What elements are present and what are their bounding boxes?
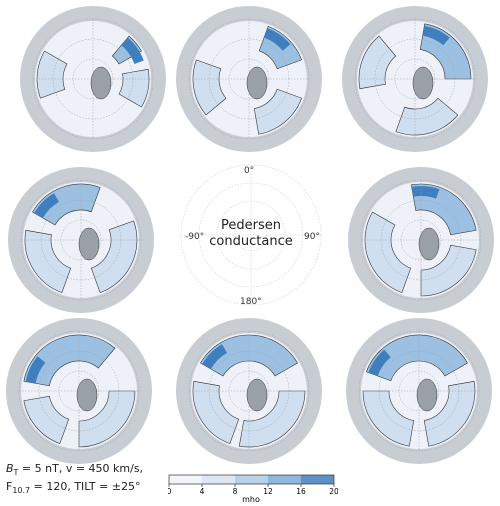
dial-middle-left xyxy=(6,165,156,315)
angle-top-label: 0° xyxy=(244,166,255,176)
conductance-band xyxy=(36,50,68,99)
conductance-band xyxy=(23,334,116,387)
colorbar-tick-label: 16 xyxy=(296,487,306,496)
conductance-band xyxy=(192,59,227,116)
parameters-text: BT = 5 nT, v = 450 km/s, F10.7 = 120, TI… xyxy=(6,462,143,498)
dial-top-right xyxy=(340,4,490,154)
low-region xyxy=(412,66,434,100)
high-conductance-patch xyxy=(121,37,144,64)
angle-right-label: 90° xyxy=(304,232,320,242)
colorbar-tick-label: 12 xyxy=(263,487,273,496)
dial-bottom-right xyxy=(344,316,494,466)
dial-bottom-center xyxy=(174,316,324,466)
conductance-band xyxy=(410,183,477,236)
dial-middle-right xyxy=(346,165,496,315)
params-line-2: F10.7 = 120, TILT = ±25° xyxy=(6,480,143,498)
conductance-band xyxy=(78,390,136,448)
conductance-band xyxy=(358,35,397,90)
grid-circle xyxy=(234,218,268,252)
conductance-band xyxy=(253,88,303,135)
f-symbol: F xyxy=(6,480,13,494)
center-title-line1: Pedersen xyxy=(221,218,281,233)
colorbar-unit: mho xyxy=(242,495,260,502)
conductance-band xyxy=(32,183,101,226)
dial-top-left xyxy=(18,4,168,154)
high-conductance-patch xyxy=(25,356,46,384)
colorbar: 0 4 8 12 16 20 mho xyxy=(167,474,339,504)
conductance-band xyxy=(423,380,476,447)
conductance-band xyxy=(23,395,70,445)
colorbar-swatch xyxy=(301,475,334,484)
colorbar-tick-label: 8 xyxy=(233,487,238,496)
high-conductance-patch xyxy=(411,186,440,199)
high-conductance-patch xyxy=(202,344,227,369)
center-title: Pedersen conductance xyxy=(201,218,301,250)
bt-symbol: B xyxy=(6,462,14,475)
colorbar-swatch xyxy=(169,475,202,484)
colorbar-swatch xyxy=(235,475,268,484)
dial-top-center xyxy=(174,4,324,154)
bt-rest: = 5 nT, v = 450 km/s, xyxy=(18,462,144,475)
angle-left-label: -90° xyxy=(185,232,205,242)
high-conductance-patch xyxy=(264,28,291,51)
dial-middle-center xyxy=(176,160,326,310)
high-conductance-patch xyxy=(34,193,59,218)
center-title-line2: conductance xyxy=(209,234,293,249)
colorbar-frame xyxy=(168,474,335,485)
low-region xyxy=(78,227,100,261)
colorbar-tick-label: 20 xyxy=(329,487,338,496)
params-line-1: BT = 5 nT, v = 450 km/s, xyxy=(6,462,143,480)
colorbar-swatch xyxy=(202,475,235,484)
f-rest: = 120, TILT = ±25° xyxy=(30,480,141,494)
dial-bottom-left xyxy=(4,316,154,466)
f-subscript: 10.7 xyxy=(12,486,31,496)
low-region xyxy=(416,378,438,412)
conductance-band xyxy=(395,97,459,136)
colorbar-svg: 0 4 8 12 16 20 mho xyxy=(167,474,339,504)
conductance-band xyxy=(192,380,240,445)
high-conductance-patch xyxy=(368,349,391,376)
colorbar-tick-label: 4 xyxy=(200,487,205,496)
conductance-band xyxy=(365,334,468,382)
bt-subscript: T xyxy=(13,468,19,478)
low-region xyxy=(246,66,268,100)
low-region xyxy=(418,227,440,261)
angle-bottom-label: 180° xyxy=(240,297,262,307)
conductance-band xyxy=(118,68,150,108)
low-region xyxy=(246,378,268,412)
low-region xyxy=(76,378,98,412)
high-conductance-patch xyxy=(422,25,450,46)
colorbar-tick-label: 0 xyxy=(168,487,172,496)
conductance-band xyxy=(238,390,306,448)
conductance-band xyxy=(90,220,138,294)
conductance-band xyxy=(364,211,412,294)
conductance-band xyxy=(24,229,72,294)
colorbar-swatch xyxy=(268,475,301,484)
conductance-band xyxy=(420,244,477,297)
low-region xyxy=(90,66,112,100)
